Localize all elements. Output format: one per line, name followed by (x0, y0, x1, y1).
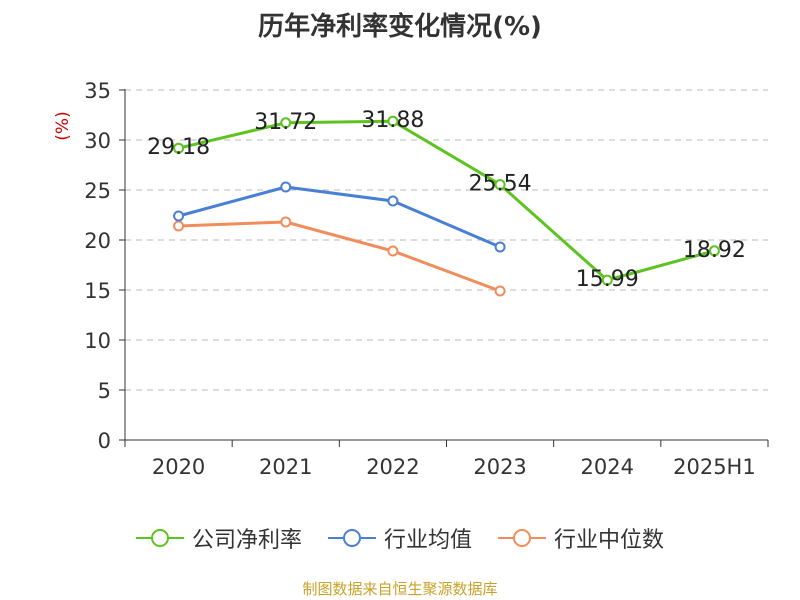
legend-item-company[interactable]: 公司净利率 (135, 522, 302, 554)
data-label: 29.18 (147, 135, 210, 160)
data-point-industry_avg (173, 210, 185, 222)
source-note: 制图数据来自恒生聚源数据库 (302, 580, 498, 598)
data-point-industry_median (280, 216, 292, 228)
legend: 公司净利率 行业均值 行业中位数 (0, 520, 800, 556)
data-point-company (387, 115, 399, 127)
line-chart: 0 5 10 15 20 25 30 35 2020 2021 2022 2023 2024 2025H1… (53, 79, 769, 479)
data-label: 25.54 (469, 172, 532, 197)
y-tick-label: 30 (84, 129, 111, 153)
y-tick-label: 35 (84, 79, 111, 103)
data-label: 18.92 (683, 238, 746, 263)
chart-title: 历年净利率变化情况(%) (258, 12, 542, 42)
x-tick-label: 2023 (473, 455, 526, 479)
x-tick-label: 2024 (581, 455, 634, 479)
data-label: 31.88 (361, 108, 424, 133)
y-tick-label: 5 (98, 379, 111, 403)
legend-label-industry-avg: 行业均值 (383, 528, 472, 553)
y-axis-label: (%) (53, 111, 73, 140)
data-point-industry_avg (387, 195, 399, 207)
data-point-industry_avg (494, 241, 506, 253)
data-point-company (494, 179, 506, 191)
x-tick-label: 2022 (366, 455, 419, 479)
data-point-industry_avg (280, 181, 292, 193)
legend-marker-industry-avg (327, 529, 376, 547)
data-point-industry_median (494, 285, 506, 297)
data-point-industry_median (173, 220, 185, 232)
series-line-industry_median (178, 220, 501, 293)
y-tick-label: 10 (84, 329, 111, 353)
legend-item-industry-median[interactable]: 行业中位数 (498, 522, 664, 554)
y-tick-label: 20 (84, 229, 111, 253)
series-line-industry_avg (178, 185, 501, 249)
legend-marker-industry-median (498, 529, 546, 547)
series-line-company (178, 119, 715, 282)
x-tick-label: 2021 (259, 455, 312, 479)
data-point-company (601, 274, 613, 286)
legend-marker-company (135, 529, 184, 547)
data-point-company (280, 117, 292, 129)
legend-label-industry-median: 行业中位数 (554, 528, 665, 553)
data-label: 31.72 (254, 110, 317, 135)
data-point-company (173, 142, 185, 154)
y-tick-label: 15 (84, 279, 111, 303)
x-tick-label: 2020 (152, 455, 205, 479)
x-tick-label: 2025H1 (673, 455, 756, 479)
data-point-industry_median (387, 245, 399, 257)
legend-item-industry-avg[interactable]: 行业均值 (327, 522, 472, 554)
data-point-company (708, 245, 720, 257)
y-tick-label: 25 (84, 179, 111, 203)
data-label: 15.99 (576, 267, 639, 292)
legend-label-company: 公司净利率 (191, 528, 302, 553)
y-tick-label: 0 (98, 429, 111, 453)
